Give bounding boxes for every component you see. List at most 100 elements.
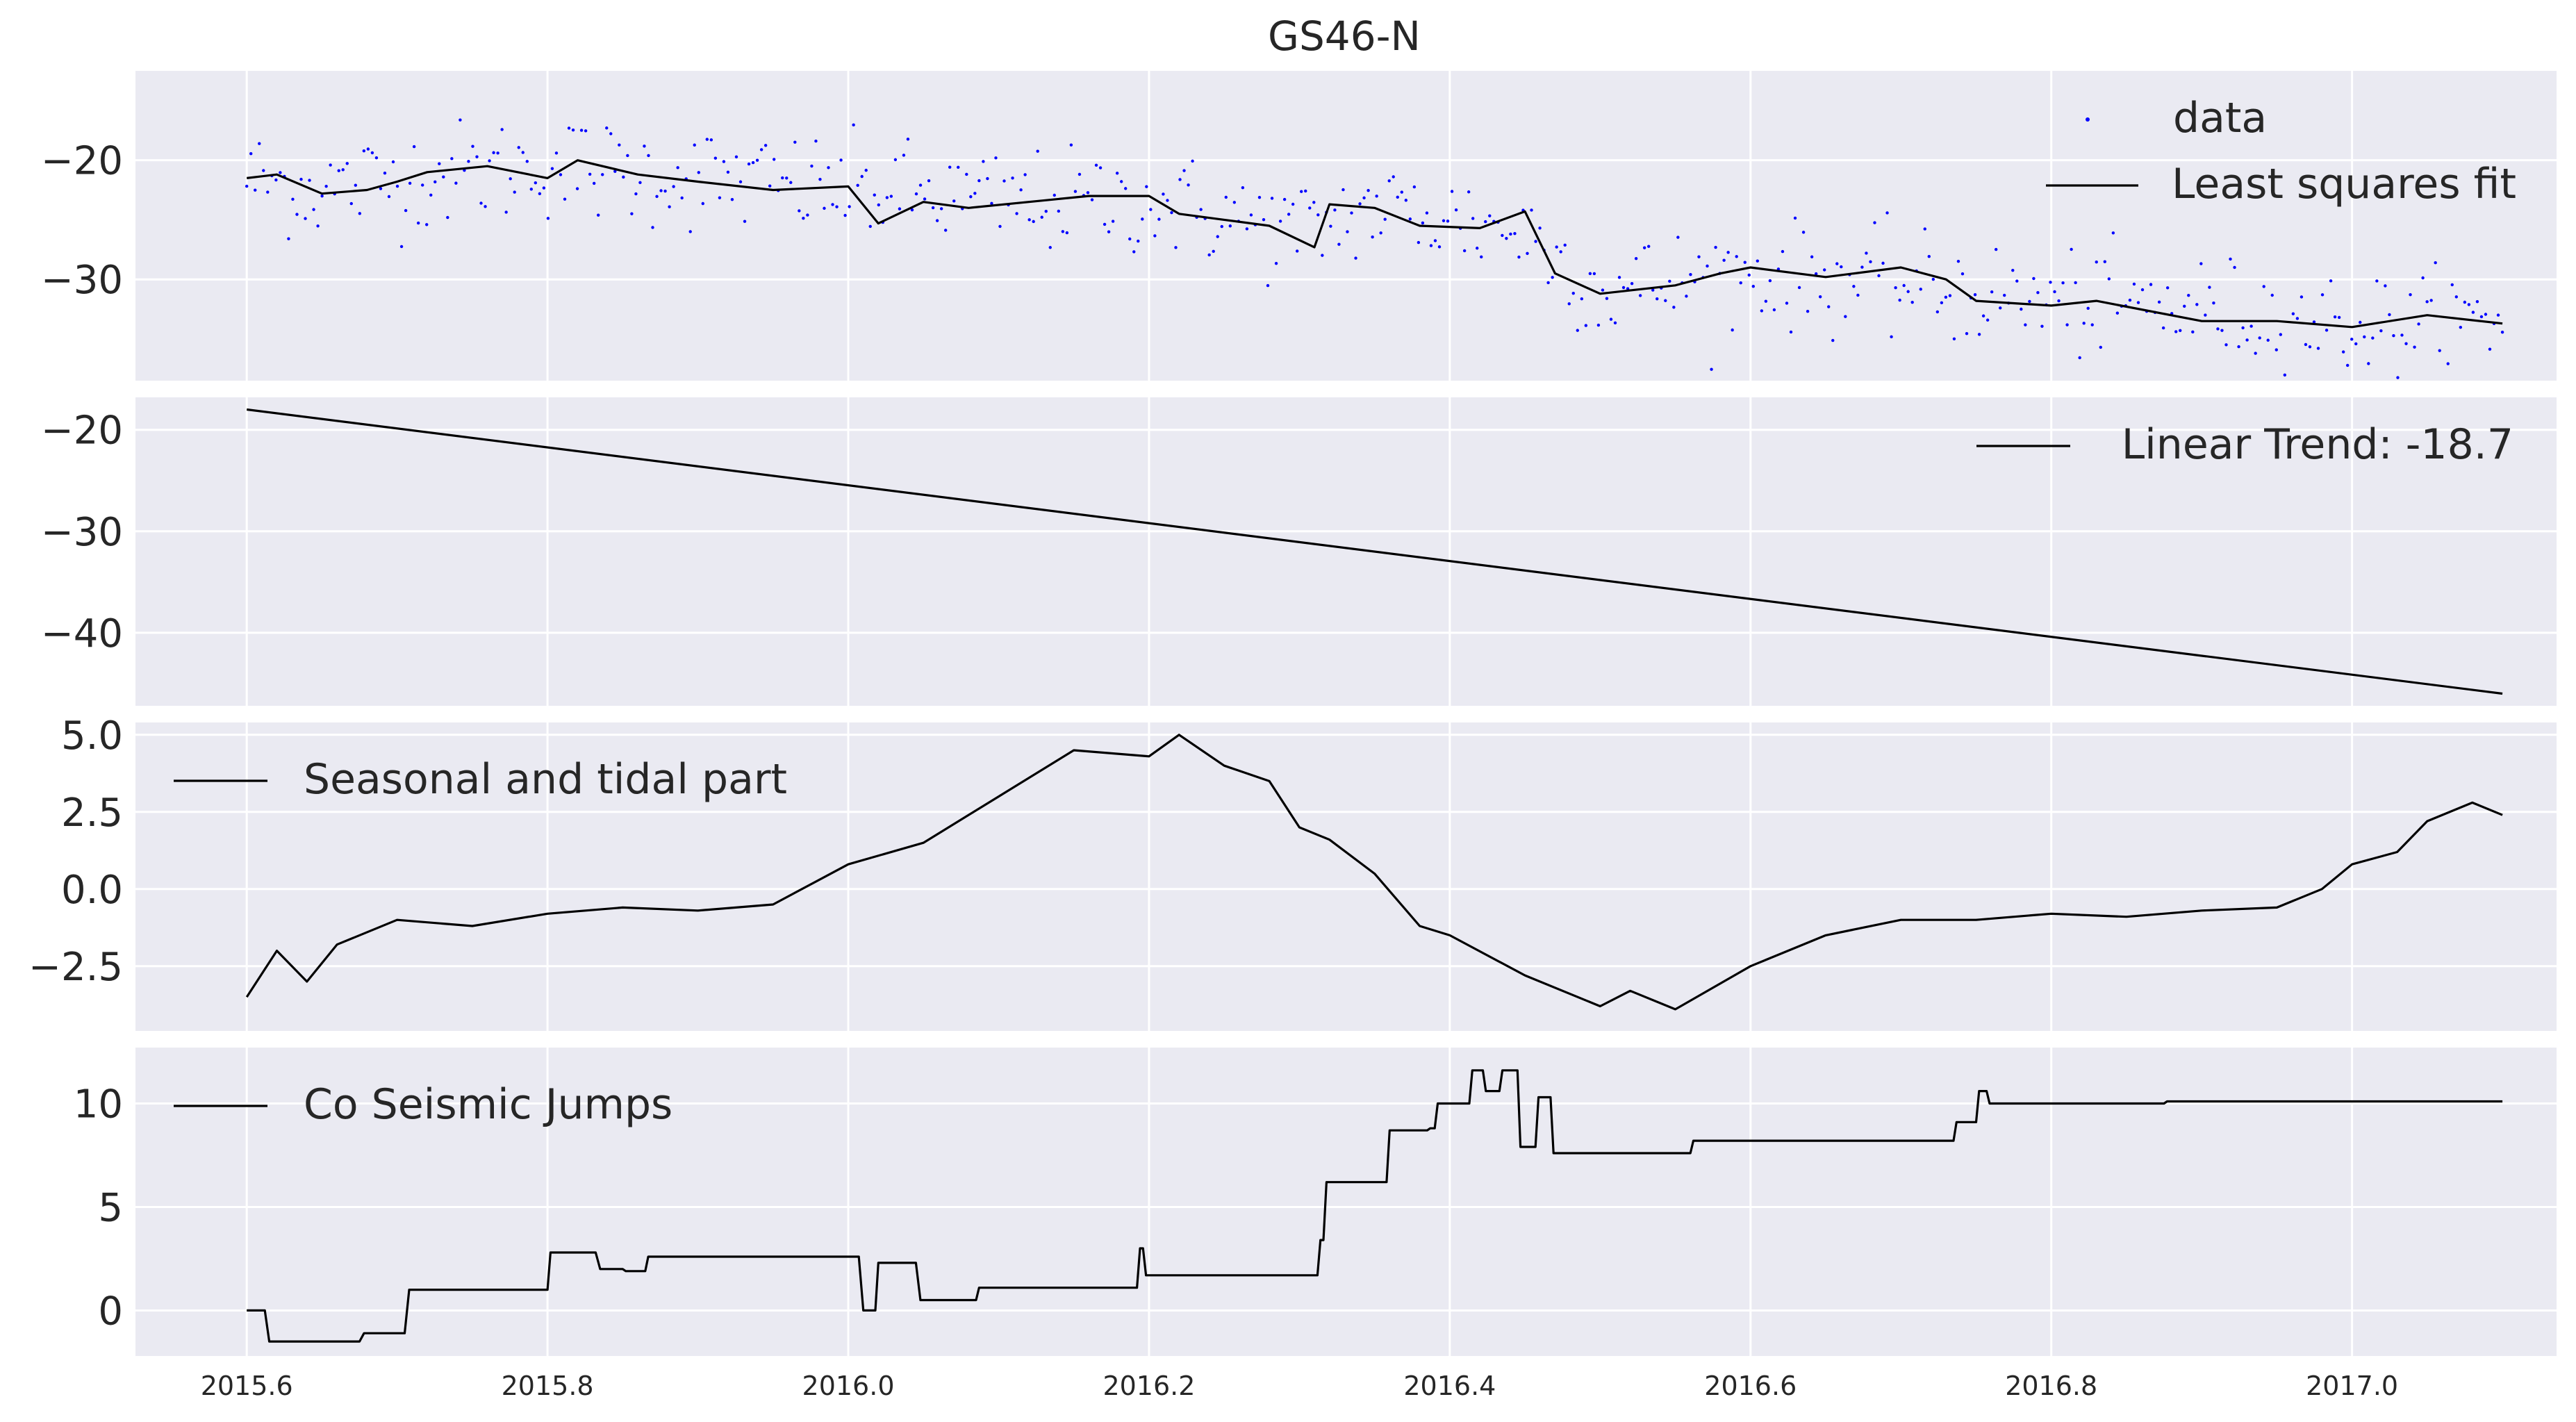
data-point — [659, 189, 663, 192]
data-point — [1877, 274, 1881, 278]
data-point — [772, 158, 776, 161]
x-tick-label: 2015.6 — [201, 1371, 293, 1401]
data-point — [1404, 199, 1408, 202]
data-point — [973, 192, 977, 195]
data-point — [1584, 324, 1588, 327]
data-point — [2174, 330, 2178, 333]
data-point — [1513, 232, 1517, 235]
data-point — [1985, 318, 1990, 322]
data-point — [1090, 198, 1094, 201]
data-point — [404, 208, 408, 213]
data-point — [245, 184, 249, 188]
data-point — [479, 201, 483, 205]
data-point — [1228, 224, 1232, 228]
data-point — [1726, 251, 1730, 254]
plot-area — [135, 1048, 2557, 1356]
data-point — [1408, 217, 1412, 221]
data-point — [588, 172, 592, 176]
y-tick-label: −20 — [41, 408, 123, 454]
data-point — [2099, 345, 2102, 349]
data-point — [701, 201, 704, 206]
data-point — [266, 190, 270, 194]
data-point — [1312, 201, 1316, 204]
data-point — [1844, 315, 1847, 318]
data-point — [1429, 244, 1433, 247]
data-point — [2450, 283, 2454, 287]
data-point — [2090, 323, 2094, 326]
data-point — [864, 168, 868, 172]
data-point — [2479, 315, 2484, 319]
data-point — [429, 193, 433, 197]
data-point — [802, 217, 805, 220]
data-point — [1981, 314, 1985, 317]
data-point — [1174, 246, 1178, 249]
data-point — [2379, 329, 2383, 333]
data-point — [1266, 283, 1270, 288]
data-point — [2074, 281, 2077, 285]
data-point — [2107, 277, 2111, 281]
legend-label: Linear Trend: -18.7 — [2122, 420, 2513, 469]
data-point — [2333, 315, 2337, 319]
data-point — [546, 217, 550, 220]
data-point — [755, 158, 759, 162]
data-point — [1480, 255, 1483, 259]
data-point — [1906, 290, 1910, 293]
data-point — [1149, 208, 1153, 211]
data-point — [1295, 249, 1299, 253]
data-point — [2438, 349, 2441, 352]
data-point — [1145, 185, 1148, 188]
data-point — [1119, 180, 1123, 183]
data-point — [885, 196, 889, 199]
data-point — [1245, 227, 1249, 231]
data-point — [1881, 261, 1885, 265]
data-point — [852, 123, 855, 127]
data-point — [358, 212, 362, 215]
data-point — [2115, 311, 2120, 315]
data-point — [2040, 324, 2044, 328]
data-point — [1078, 172, 1082, 176]
data-point — [254, 188, 257, 192]
data-point — [986, 176, 989, 181]
data-point — [2057, 299, 2061, 303]
y-tick-label: 0.0 — [61, 868, 123, 913]
data-point — [781, 176, 784, 180]
data-point — [1760, 309, 1764, 313]
data-point — [643, 144, 646, 148]
data-point — [1505, 237, 1508, 240]
data-point — [1362, 196, 1366, 200]
data-point — [399, 245, 404, 249]
legend-label: Seasonal and tidal part — [304, 755, 787, 804]
plot-area — [135, 71, 2557, 381]
data-point — [2086, 306, 2090, 310]
data-point — [1316, 213, 1320, 217]
data-point — [2082, 322, 2086, 325]
data-point — [1224, 195, 1228, 199]
subplot-4: 10 5 0 Co Seismic Jumps — [74, 1048, 2557, 1356]
data-point — [2320, 293, 2325, 297]
data-point — [2078, 356, 2081, 360]
data-point — [680, 196, 684, 200]
data-point — [2459, 325, 2463, 329]
data-point — [918, 183, 923, 187]
data-point — [1392, 175, 1395, 179]
data-point — [1894, 286, 1897, 290]
y-tick-label: −20 — [41, 139, 123, 184]
data-point — [279, 171, 282, 174]
data-point — [1379, 231, 1382, 235]
data-point — [349, 201, 353, 206]
data-point — [513, 190, 516, 194]
data-point — [889, 195, 893, 198]
data-point — [1885, 211, 1889, 215]
data-point — [1634, 256, 1638, 261]
data-point — [484, 205, 487, 208]
data-point — [1960, 272, 1965, 276]
data-point — [1534, 240, 1537, 243]
data-point — [579, 129, 584, 132]
data-point — [1965, 331, 1969, 336]
data-point — [1952, 337, 1956, 341]
data-point — [1329, 224, 1332, 228]
data-point — [1559, 250, 1562, 254]
data-point — [1400, 190, 1403, 194]
data-point — [1103, 222, 1107, 226]
